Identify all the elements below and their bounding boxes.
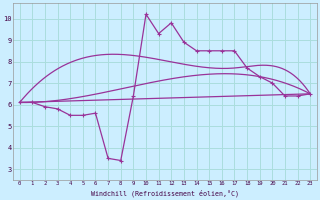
X-axis label: Windchill (Refroidissement éolien,°C): Windchill (Refroidissement éolien,°C) (91, 189, 239, 197)
